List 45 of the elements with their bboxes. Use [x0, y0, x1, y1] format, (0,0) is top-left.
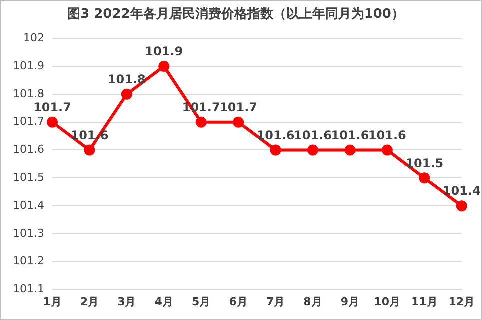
x-tick-label: 10月	[374, 295, 401, 308]
x-tick-label: 4月	[154, 295, 174, 308]
x-tick-label: 5月	[192, 295, 211, 308]
x-tick-label: 3月	[118, 295, 136, 308]
x-tick-label: 2月	[80, 295, 100, 308]
point	[196, 116, 207, 128]
point	[233, 116, 244, 128]
chart-title: 图3 2022年各月居民消费价格指数（以上年同月为100）	[68, 7, 404, 22]
data-label: 101.8	[108, 72, 146, 87]
point	[307, 144, 318, 156]
point	[121, 88, 132, 100]
x-tick-label: 7月	[266, 295, 286, 308]
y-tick-label: 101.8	[12, 87, 44, 100]
data-label: 101.9	[145, 44, 184, 59]
x-tick-label: 1月	[43, 295, 62, 308]
x-tick-label: 6月	[229, 295, 248, 308]
data-label: 101.6	[294, 128, 332, 142]
data-label: 101.5	[406, 156, 444, 170]
data-label: 101.6	[368, 128, 406, 142]
x-tick-label: 12月	[448, 295, 475, 308]
point	[456, 200, 468, 212]
data-label: 101.7	[34, 100, 72, 114]
y-tick-label: 101.2	[12, 254, 44, 268]
y-tick-label: 101.4	[12, 198, 44, 212]
data-label: 101.6	[256, 128, 295, 142]
point	[344, 144, 356, 156]
point	[270, 144, 282, 156]
y-tick-label: 101.7	[12, 115, 44, 128]
point	[158, 61, 170, 72]
point	[84, 144, 96, 156]
y-tick-label: 101.6	[12, 143, 44, 156]
point	[46, 116, 58, 128]
point	[419, 172, 430, 184]
y-tick-label: 101.5	[12, 171, 44, 184]
data-label: 101.7	[220, 100, 258, 114]
y-tick-label: 101.3	[12, 226, 44, 240]
point	[382, 144, 393, 156]
data-label: 101.4	[442, 184, 481, 198]
x-tick-label: 8月	[304, 295, 322, 308]
data-label: 101.6	[331, 128, 370, 142]
y-tick-label: 102	[23, 31, 44, 44]
y-tick-label: 101.9	[12, 59, 44, 72]
y-tick-label: 101.1	[12, 282, 44, 296]
x-tick-label: 9月	[340, 295, 360, 308]
x-tick-label: 11月	[411, 295, 438, 308]
